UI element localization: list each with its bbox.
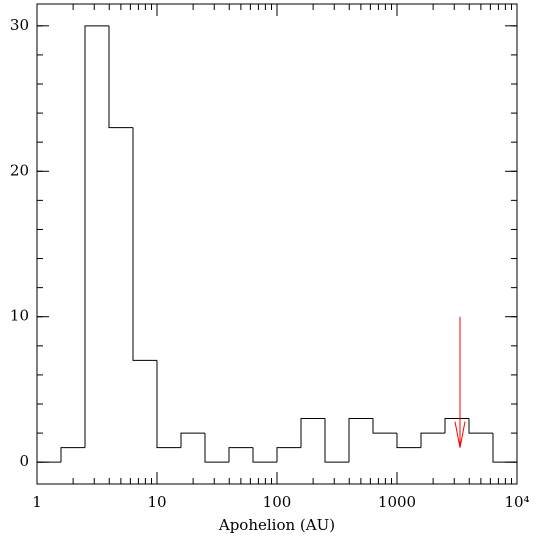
x-tick-label: 100: [263, 493, 292, 511]
histogram-bin: [228, 447, 254, 463]
histogram-bin: [300, 418, 326, 448]
histogram-bin: [156, 360, 182, 449]
y-tick-label: 10: [10, 307, 29, 325]
x-tick-label: 1: [32, 493, 42, 511]
histogram-bin: [60, 447, 86, 463]
histogram-bin: [324, 418, 349, 463]
x-tick-label: 10: [147, 493, 166, 511]
histogram-bin: [108, 25, 134, 129]
y-tick-label: 20: [10, 161, 29, 179]
arrow-head: [454, 421, 466, 448]
histogram-bin: [372, 418, 397, 434]
histogram-bin: [420, 432, 446, 448]
histogram-bin: [492, 433, 517, 463]
histogram-bin: [444, 418, 469, 434]
histogram-bin: [468, 418, 494, 434]
histogram-bin: [84, 25, 109, 448]
histogram-bin: [204, 433, 229, 463]
histogram-bin: [252, 447, 277, 463]
histogram-bin: [132, 127, 157, 361]
histogram-bin: [180, 432, 206, 448]
y-tick-label: 30: [10, 16, 29, 34]
histogram-bin: [396, 433, 422, 449]
histogram-bin: [276, 447, 302, 463]
x-axis-label: Apohelion (AU): [218, 516, 335, 534]
x-tick-label: 10⁴: [504, 493, 529, 511]
histogram-bin: [348, 418, 374, 463]
x-tick-label: 1000: [378, 493, 416, 511]
y-tick-label: 0: [19, 452, 29, 470]
